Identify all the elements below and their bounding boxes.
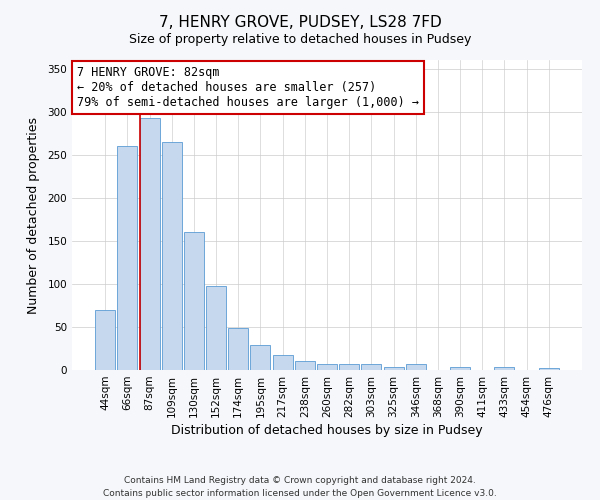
Text: 7 HENRY GROVE: 82sqm
← 20% of detached houses are smaller (257)
79% of semi-deta: 7 HENRY GROVE: 82sqm ← 20% of detached h… (77, 66, 419, 109)
Bar (317, 364, 337, 370)
Bar (295, 362, 315, 370)
Bar (118, 146, 137, 370)
Bar (206, 286, 226, 370)
Bar (383, 366, 404, 370)
Bar (228, 328, 248, 370)
Bar (95, 310, 115, 370)
Text: Contains HM Land Registry data © Crown copyright and database right 2024.
Contai: Contains HM Land Registry data © Crown c… (103, 476, 497, 498)
Bar (339, 364, 359, 370)
Text: 7, HENRY GROVE, PUDSEY, LS28 7FD: 7, HENRY GROVE, PUDSEY, LS28 7FD (158, 15, 442, 30)
Bar (184, 232, 204, 370)
Bar (361, 364, 382, 370)
X-axis label: Distribution of detached houses by size in Pudsey: Distribution of detached houses by size … (171, 424, 483, 437)
Bar (140, 118, 160, 370)
Bar (539, 368, 559, 370)
Y-axis label: Number of detached properties: Number of detached properties (28, 116, 40, 314)
Bar (406, 364, 426, 370)
Text: Size of property relative to detached houses in Pudsey: Size of property relative to detached ho… (129, 32, 471, 46)
Bar (450, 366, 470, 370)
Bar (272, 354, 293, 370)
Bar (494, 368, 514, 370)
Bar (162, 142, 182, 370)
Bar (250, 345, 271, 370)
